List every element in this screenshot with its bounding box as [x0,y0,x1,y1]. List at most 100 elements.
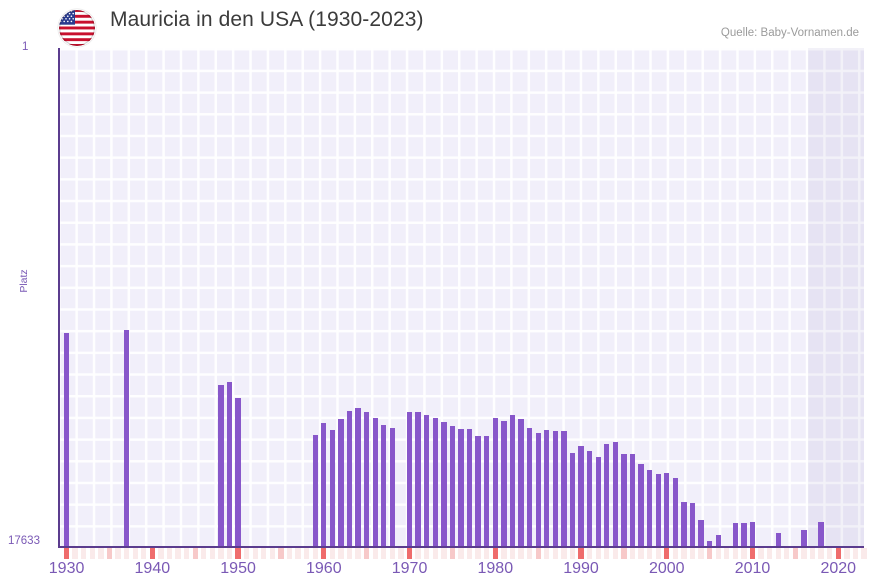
bar [664,473,670,548]
x-axis-tick-minor [226,548,233,559]
x-axis-tick-minor [715,548,721,559]
bar [123,330,130,548]
x-axis-tick-minor [158,548,164,559]
x-axis-tick-minor [612,548,618,559]
x-axis-tick-minor [72,548,78,559]
x-axis-tick-minor [484,548,490,559]
x-axis-tick-minor [629,548,636,559]
bar [372,418,378,548]
x-axis-tick-minor [312,548,318,559]
x-axis-tick-major [749,548,756,559]
bar [329,430,336,548]
x-axis-tick-minor [844,548,850,559]
bar [312,435,318,548]
bar [741,523,747,548]
source-attribution: Quelle: Baby-Vornamen.de [720,27,859,39]
bar [689,503,696,548]
bar [749,522,756,548]
bar [655,474,661,548]
x-axis-label: 1960 [306,560,342,577]
x-axis-tick-minor [801,548,807,559]
chart-plot-area [58,48,864,548]
x-axis-tick-minor [767,548,773,559]
x-axis-tick-minor [509,548,516,559]
x-axis-tick-minor [192,548,198,559]
x-axis-label: 2000 [648,560,685,577]
x-axis-tick-minor [784,548,790,559]
x-axis-label: 1950 [220,560,256,577]
bar [535,433,541,548]
x-axis-tick-minor [89,548,95,559]
x-axis-tick-major [492,548,498,559]
x-axis-tick-minor [655,548,661,559]
x-axis-tick-minor [269,548,276,559]
x-axis-tick-minor [852,548,859,559]
bar [638,464,644,548]
x-axis-tick-minor [732,548,739,559]
x-axis-tick-minor [441,548,447,559]
x-axis-tick-minor [141,548,147,559]
bar [321,423,327,548]
x-axis-line [58,546,864,548]
x-axis-tick-minor [98,548,104,559]
bar [226,382,233,548]
x-axis-tick-minor [672,548,679,559]
page-title: Mauricia in den USA (1930-2023) [110,8,424,31]
x-axis-label: 1970 [391,560,428,577]
y-axis-bottom-label: 17633 [8,535,40,547]
x-axis-tick-major [235,548,241,559]
x-axis-tick-minor [638,548,644,559]
x-axis-tick-minor [741,548,747,559]
bar [466,429,473,548]
bar-series [58,48,864,548]
x-axis-tick-minor [201,548,207,559]
bar [561,431,567,548]
x-axis-tick-minor [381,548,387,559]
bar [492,418,498,548]
x-axis-tick-minor [355,548,361,559]
x-axis-tick-minor [707,548,713,559]
x-axis-tick-minor [415,548,421,559]
x-axis-tick-minor [604,548,610,559]
x-axis-label: 1980 [477,560,514,577]
bar [424,415,430,548]
y-axis-top-label: 1 [22,41,29,53]
x-axis-tick-minor [218,548,224,559]
bar [698,520,704,548]
x-axis-tick-minor [681,548,687,559]
x-axis-tick-minor [792,548,799,559]
x-axis-tick-minor [338,548,344,559]
bar [569,453,576,548]
bar [501,421,507,548]
x-axis-tick-minor [535,548,541,559]
x-axis-tick-minor [304,548,310,559]
bar [218,385,224,548]
y-axis-title: Platz [18,269,30,293]
x-axis-tick-minor [724,548,730,559]
bar [775,533,781,548]
x-axis-ticks [58,548,867,564]
x-axis-tick-minor [364,548,370,559]
x-axis-tick-minor [621,548,627,559]
bar [449,426,456,548]
x-axis-tick-minor [243,548,250,559]
x-axis-tick-minor [809,548,816,559]
x-axis-tick-minor [861,548,867,559]
bar [346,411,353,548]
bar [355,408,361,548]
us-flag-circle-icon [58,9,96,47]
x-axis-tick-minor [295,548,301,559]
x-axis-tick-major [578,548,584,559]
x-axis-tick-minor [106,548,113,559]
x-axis-tick-minor [389,548,396,559]
bar [484,436,490,548]
bar [364,412,370,548]
x-axis-tick-major [835,548,841,559]
x-axis-tick-major [149,548,155,559]
bar [63,333,70,548]
x-axis-tick-minor [689,548,696,559]
bar [586,451,593,548]
bar [509,415,516,548]
bar [475,436,481,548]
x-axis-tick-minor [278,548,284,559]
